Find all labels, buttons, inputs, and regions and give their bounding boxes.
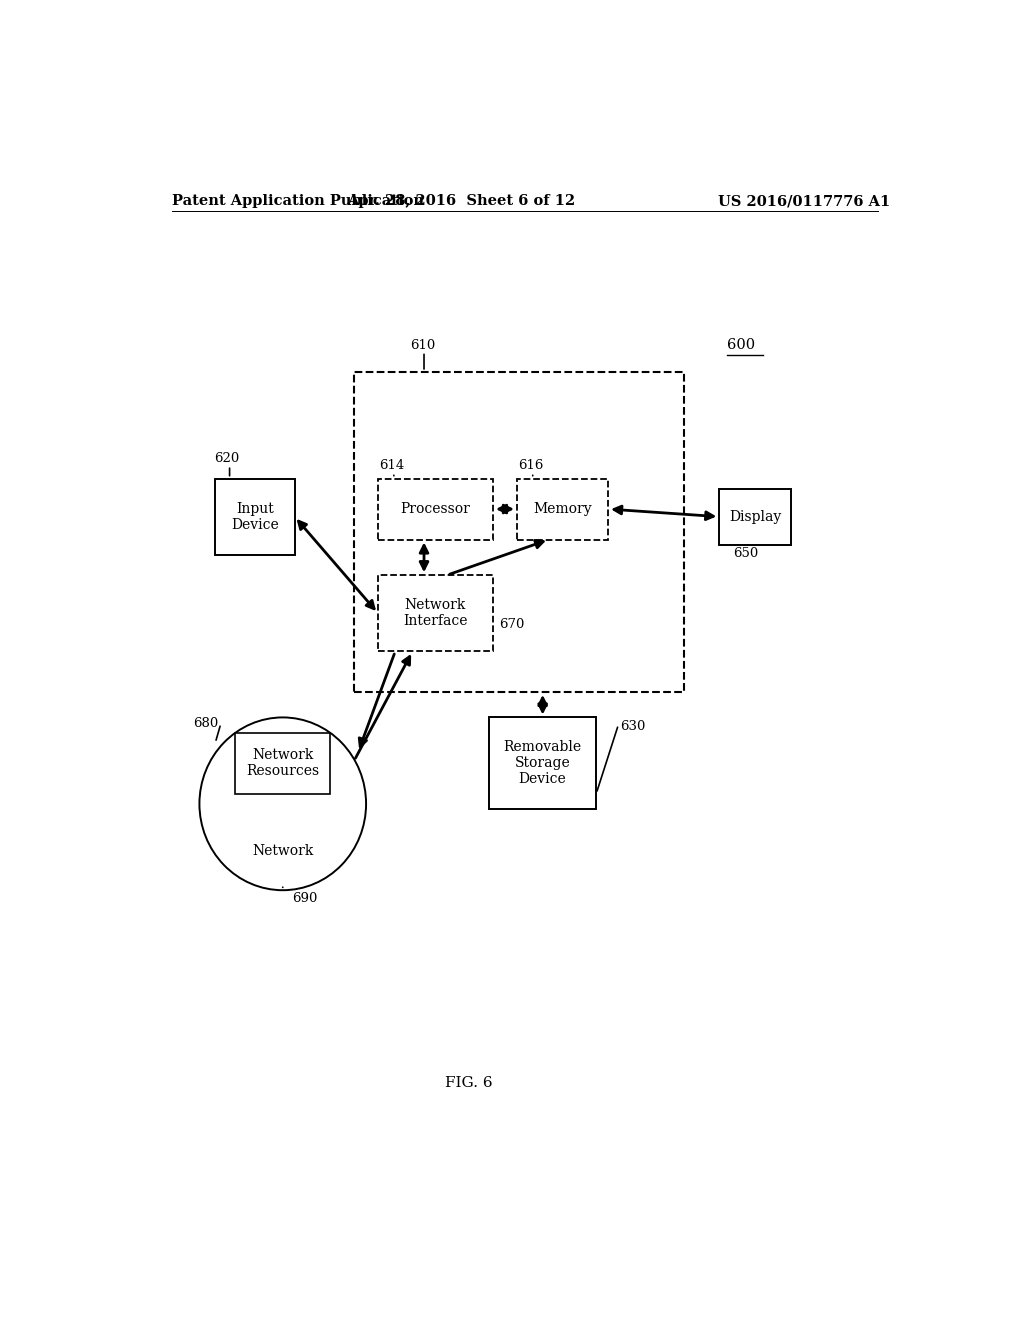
Text: Network: Network [252, 843, 313, 858]
Text: Processor: Processor [400, 502, 470, 516]
Text: 610: 610 [410, 338, 435, 351]
Text: Removable
Storage
Device: Removable Storage Device [504, 741, 582, 787]
Text: 680: 680 [194, 717, 218, 730]
Text: 616: 616 [518, 459, 544, 473]
Text: 670: 670 [500, 618, 524, 631]
Text: 630: 630 [620, 719, 645, 733]
FancyBboxPatch shape [354, 372, 684, 692]
FancyBboxPatch shape [719, 488, 791, 545]
Text: 690: 690 [292, 892, 317, 906]
Text: 600: 600 [727, 338, 756, 351]
Ellipse shape [200, 718, 367, 890]
Text: Input
Device: Input Device [231, 502, 279, 532]
Text: 650: 650 [733, 546, 758, 560]
Text: 614: 614 [380, 459, 404, 473]
FancyBboxPatch shape [517, 479, 608, 540]
Text: Memory: Memory [534, 502, 592, 516]
Text: Network
Resources: Network Resources [246, 748, 319, 779]
Text: Network
Interface: Network Interface [403, 598, 468, 628]
Text: Patent Application Publication: Patent Application Publication [172, 194, 424, 209]
FancyBboxPatch shape [378, 576, 494, 651]
Text: 620: 620 [214, 453, 239, 466]
Text: Display: Display [729, 510, 781, 524]
FancyBboxPatch shape [378, 479, 494, 540]
Text: Apr. 28, 2016  Sheet 6 of 12: Apr. 28, 2016 Sheet 6 of 12 [347, 194, 575, 209]
FancyBboxPatch shape [489, 718, 596, 809]
FancyBboxPatch shape [236, 733, 331, 793]
Text: FIG. 6: FIG. 6 [445, 1076, 494, 1090]
Text: US 2016/0117776 A1: US 2016/0117776 A1 [718, 194, 890, 209]
FancyBboxPatch shape [215, 479, 295, 554]
